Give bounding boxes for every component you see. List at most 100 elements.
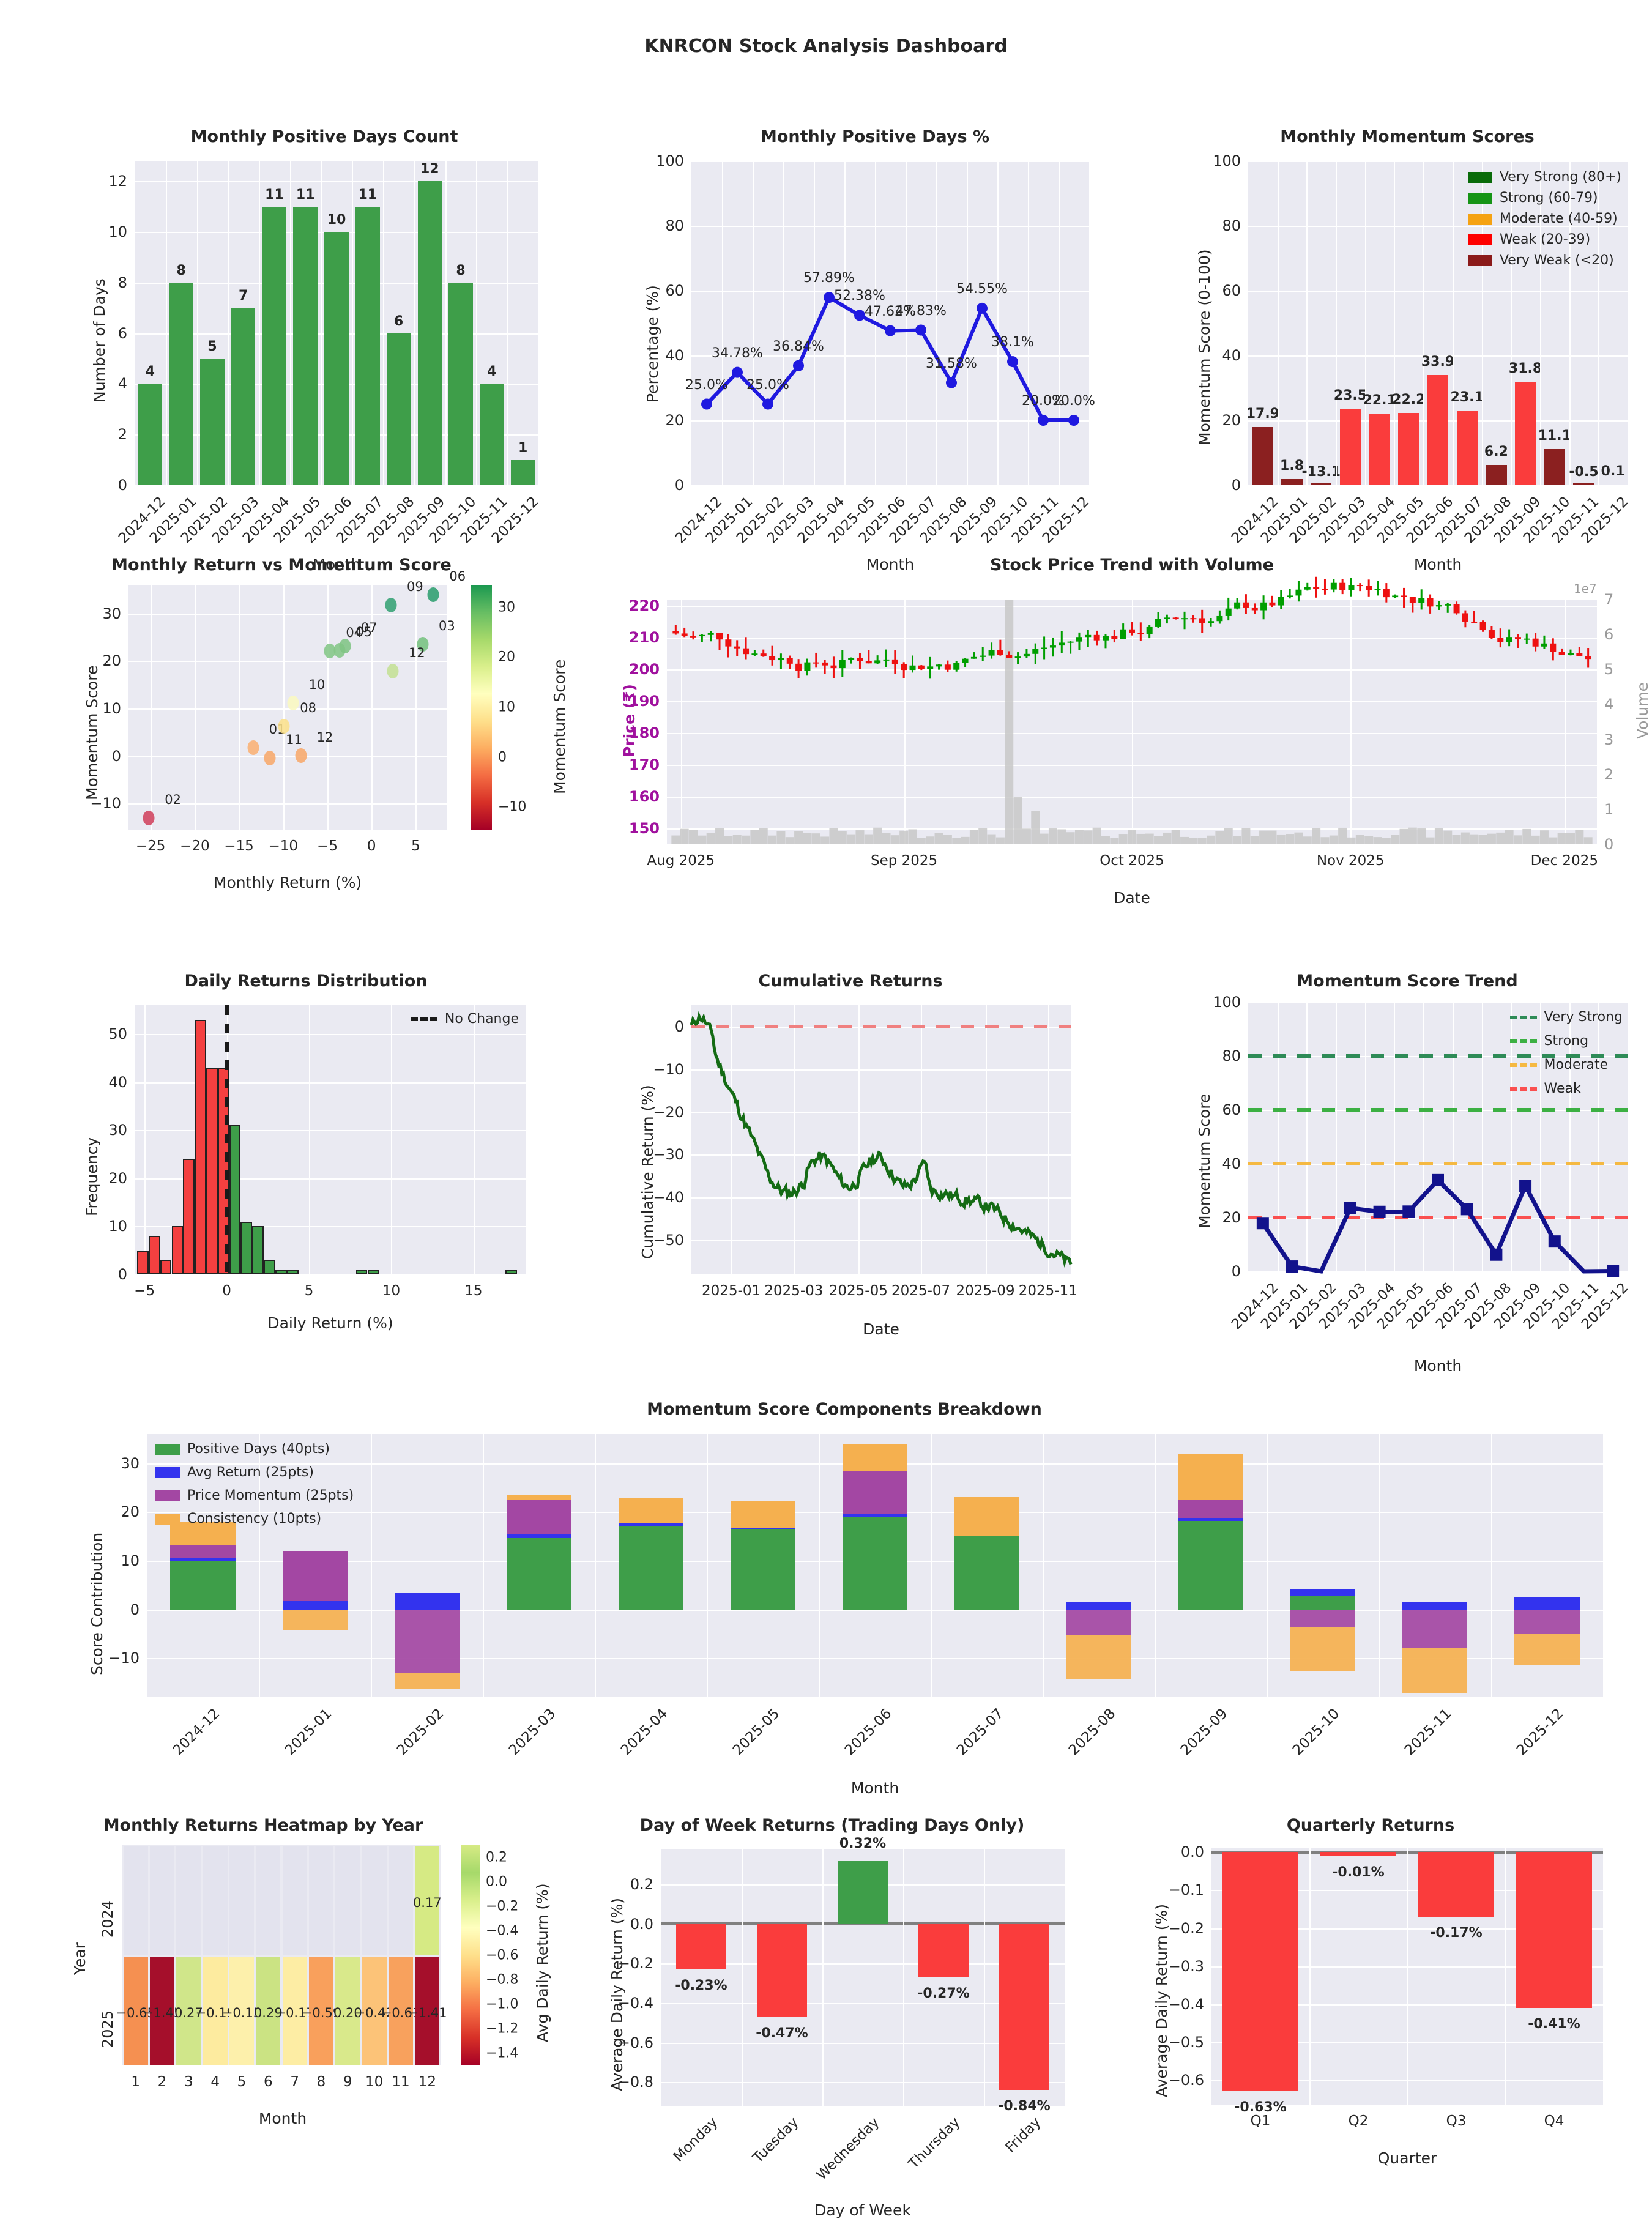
scatter-point [247,740,259,755]
point-value-label: 25.0% [746,377,789,393]
x-tick-label: 2025-03 [505,1706,559,1759]
stacked-segment [618,1522,683,1526]
scatter-point [264,751,276,766]
bar-value-label: -0.17% [1430,1925,1483,1941]
panel-cumulative: Cumulative Returns 0 −10 −20 −30 −40 −50 2025-… [618,972,1132,1363]
point-value-label: 38.1% [991,335,1034,351]
colorbar-tick-label: −1.0 [486,1996,519,2012]
gridline [239,585,240,830]
x-tick-label: −20 [180,838,210,854]
gridline [352,161,354,485]
heatmap-cell-empty [335,1846,360,1955]
heatmap-cell-value: −0.19 [195,2005,235,2020]
bar [480,384,504,485]
gridline [128,708,447,710]
x-tick-label: 2025-11 [1402,1706,1455,1759]
y-tick-label: 4 [117,375,127,393]
stacked-segment [394,1609,460,1673]
x-tick-label: 2025-03 [764,1283,824,1299]
histogram-bar [264,1260,275,1274]
stacked-segment [170,1522,236,1546]
y-tick-label: 0 [674,1017,684,1035]
y-tick-label: −0.3 [1168,1957,1204,1975]
legend-swatch [1467,213,1492,225]
bar [510,459,535,485]
gridline [858,1005,860,1274]
gridline [906,161,907,485]
bar [138,384,163,485]
legend-swatch [155,1443,180,1455]
y-tick-label: −10 [108,1649,140,1667]
colorbar-tick-label: −0.8 [486,1972,519,1988]
stacked-segment [1066,1635,1132,1679]
stacked-segment [842,1444,908,1471]
volume-tick-label: 0 [1604,836,1614,853]
scatter-point [417,637,429,652]
no-change-line [225,1005,229,1274]
gridline [327,585,329,830]
dow-plot: 0.2 0.0 −0.2 −0.4 −0.6 −0.8 -0.23% Monday -0.47%… [618,1836,1065,2184]
stacked-segment [1178,1520,1244,1610]
stacked-segment [506,1499,571,1535]
colorbar-tick-label: −1.2 [486,2021,519,2037]
cumulative-line [690,1011,1073,1268]
gridline [1481,1002,1483,1271]
x-tick-label: Q1 [1250,2113,1271,2129]
gridline [691,161,1089,162]
stacked-segment [170,1561,236,1610]
x-tick-label: 5 [411,838,420,854]
y-tick-label: 100 [1213,994,1241,1011]
bar-value-label: 1.8 [1280,458,1304,474]
gridline [794,1005,795,1274]
gridline [661,1963,1065,1965]
gridline [783,161,784,485]
stacked-segment [1402,1602,1468,1610]
histogram-bar [275,1270,287,1274]
gridline [415,585,417,830]
y-tick-label: 10 [102,699,121,717]
scatter-point-label: 10 [308,677,326,693]
bar-value-label: -0.23% [675,1978,727,1994]
stacked-segment [1402,1609,1468,1649]
legend-item: Weak (20-39) [1467,232,1590,247]
gridline [371,585,373,830]
y-tick-label: −0.2 [1168,1919,1204,1937]
bar-value-label: 8 [456,262,466,278]
bar [417,181,442,485]
bar-value-label: -0.01% [1332,1864,1385,1880]
bar-value-label: 5 [207,338,217,354]
bar-value-label: -0.41% [1528,2016,1580,2032]
heatmap-cell-empty [308,1846,334,1955]
components-title: Momentum Score Components Breakdown [647,1400,1042,1419]
daily-dist-ylabel: Frequency [83,1137,101,1216]
heatmap-cell-empty [203,1846,228,1955]
gridline [483,1434,485,1697]
gridline [1539,1002,1541,1271]
gridline [921,1005,923,1274]
x-tick-label: Monday [670,2114,721,2165]
y-tick-label: 10 [121,1552,140,1570]
gridline [128,661,447,663]
legend-swatch [1467,171,1492,183]
heatmap-cell-value: −1.45 [142,2005,182,2020]
histogram-bar [206,1068,218,1274]
point-value-label: 20.0% [1052,393,1095,409]
stacked-segment [1290,1589,1356,1596]
gridline [1155,1434,1156,1697]
y-tick-label: 8 [117,273,127,291]
x-tick-label: Q2 [1348,2113,1369,2129]
gridline [819,1434,820,1697]
bar-value-label: -0.27% [917,1986,970,2001]
gridline [1309,1848,1311,2105]
gridline [967,161,968,485]
volume-tick-label: 6 [1604,626,1614,644]
y-tick-label: 0 [111,747,121,765]
gridline [1248,226,1628,227]
positive-pct-line [701,292,1079,426]
y-tick-label: −0.4 [617,1994,653,2012]
momentum-legend: Very Strong (80+) Strong (60-79) Moderate … [1467,169,1621,268]
scatter-point-label: 06 [449,569,466,584]
heatmap-cell [176,1956,201,2065]
y-tick-label: −0.2 [617,1955,653,1972]
price-trend-offset-text: 1e7 [1574,581,1597,596]
